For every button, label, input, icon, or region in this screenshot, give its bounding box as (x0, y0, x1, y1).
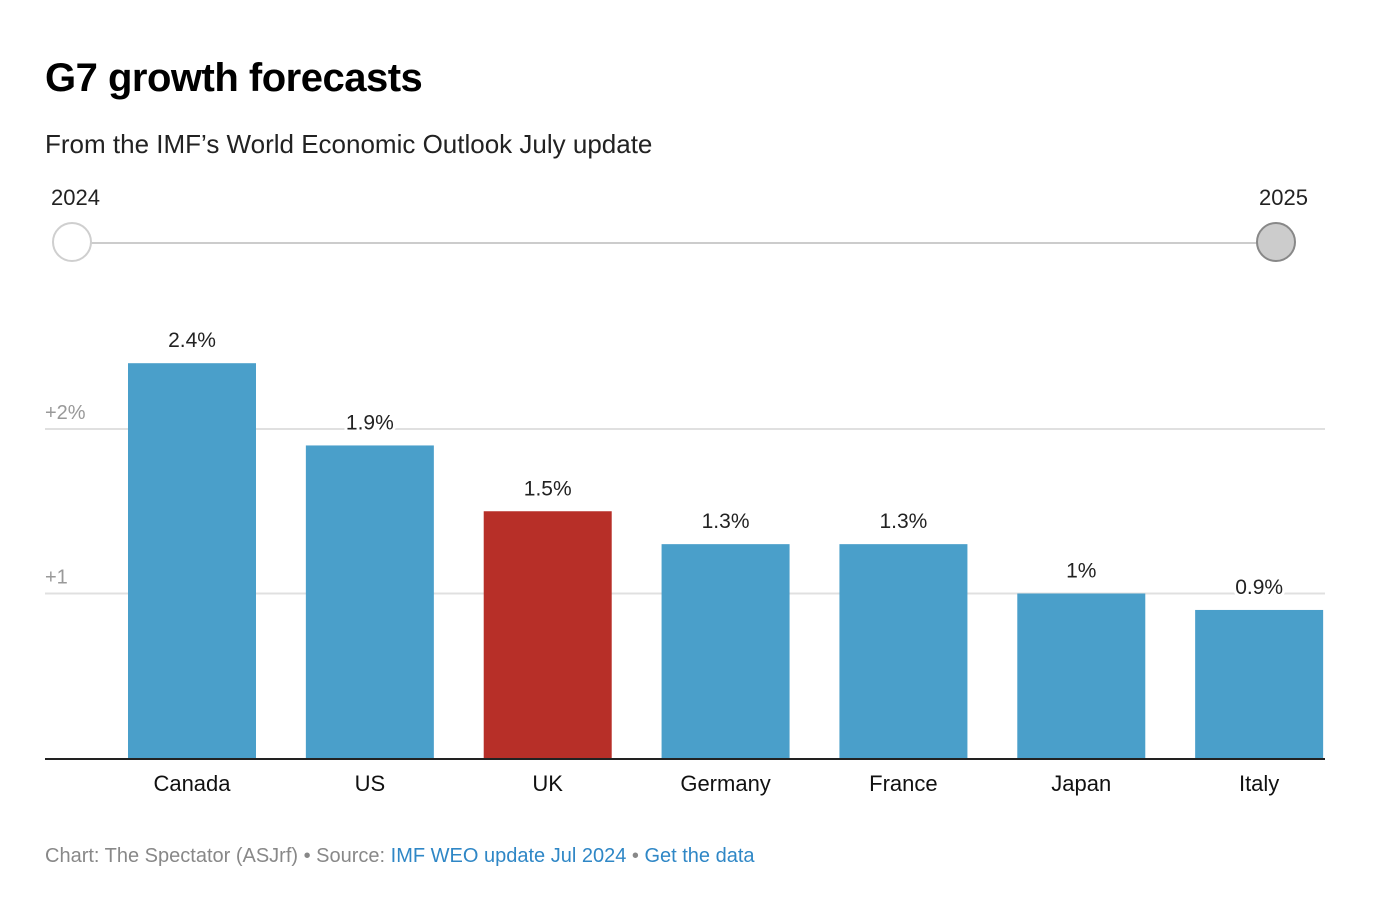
bar-germany[interactable] (661, 544, 790, 758)
value-label: 0.9% (1235, 576, 1283, 599)
chart-subtitle: From the IMF’s World Economic Outlook Ju… (45, 129, 653, 159)
bar-canada[interactable] (128, 363, 256, 758)
bar-us[interactable] (305, 445, 434, 758)
x-tick-label: Japan (1051, 771, 1111, 796)
year-2025-handle-selected[interactable] (1256, 222, 1296, 262)
year-slider[interactable]: 2024 2025 (45, 180, 1330, 280)
footer-separator: • (626, 845, 645, 867)
x-tick-label: France (869, 771, 937, 796)
x-tick-label: US (355, 771, 386, 796)
bar-italy[interactable] (1195, 609, 1324, 758)
bar-japan[interactable] (1017, 593, 1146, 759)
chart-footer: Chart: The Spectator (ASJrf) • Source: I… (45, 845, 755, 868)
value-label: 2.4% (168, 329, 216, 352)
value-label: 1.9% (346, 411, 394, 434)
bar-france[interactable] (839, 544, 968, 758)
year-end-label: 2025 (1259, 185, 1308, 210)
value-label: 1% (1066, 560, 1096, 583)
bar-uk[interactable] (483, 511, 612, 758)
value-label: 1.5% (524, 477, 572, 500)
x-tick-label: UK (532, 771, 563, 796)
value-label: 1.3% (702, 510, 750, 533)
x-tick-label: Germany (680, 771, 770, 796)
x-tick-label: Italy (1239, 771, 1279, 796)
get-data-link[interactable]: Get the data (644, 845, 755, 867)
value-label: 1.3% (879, 510, 927, 533)
y-tick-label: +1 (45, 567, 68, 589)
slider-track[interactable] (75, 242, 1290, 244)
bar-chart: +1 +2% 2.4% Canada 1.9% US 1.5% UK 1.3% Germany 1.… (45, 326, 1325, 796)
year-2024-handle[interactable] (52, 222, 92, 262)
x-tick-label: Canada (153, 771, 231, 796)
year-start-label: 2024 (51, 185, 100, 210)
y-tick-label: +2% (45, 402, 86, 424)
source-link[interactable]: IMF WEO update Jul 2024 (390, 845, 627, 867)
credit-text: Chart: The Spectator (ASJrf) • Source: (45, 845, 391, 867)
chart-title: G7 growth forecasts (45, 56, 423, 100)
